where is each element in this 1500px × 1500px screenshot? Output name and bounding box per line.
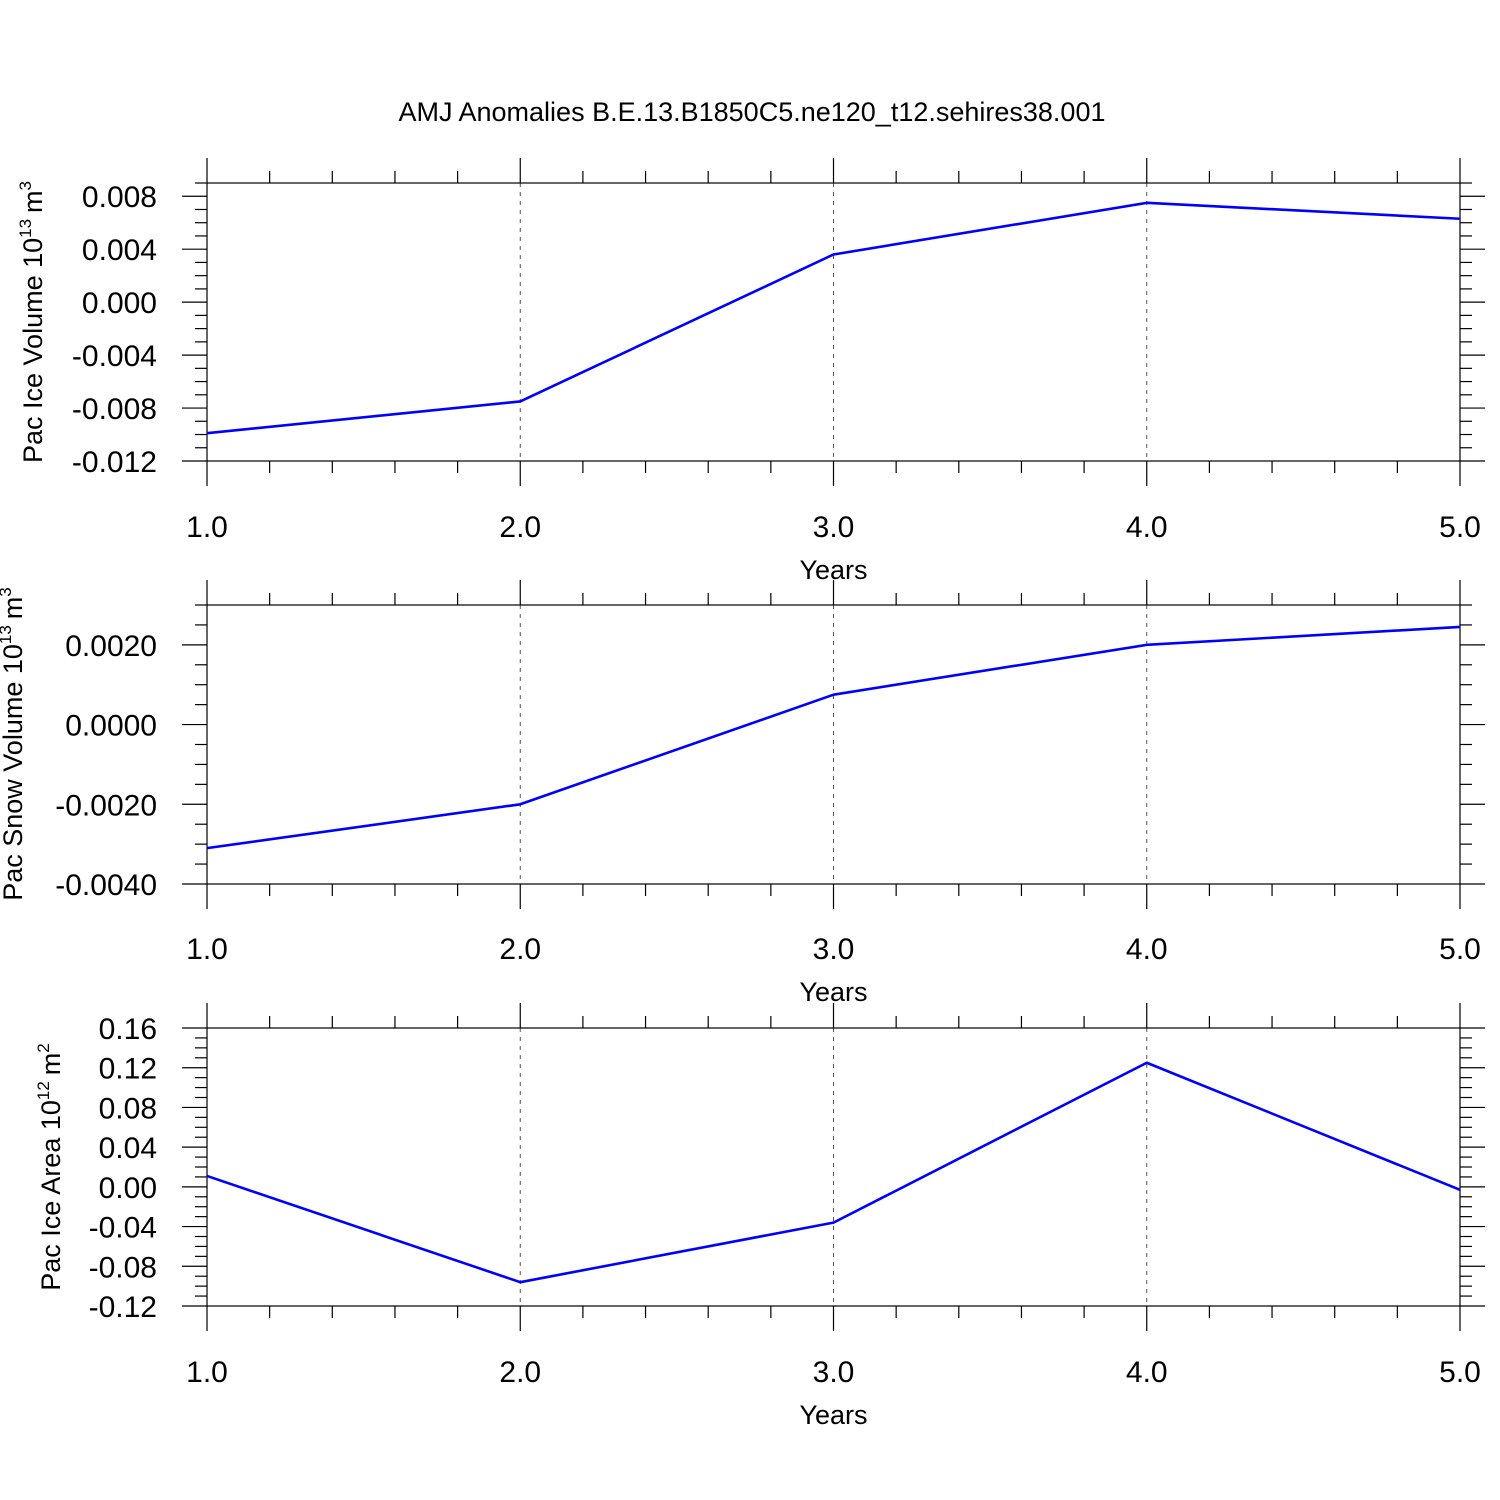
y-tick-label: -0.004 [72,340,157,373]
y-tick-label: 0.008 [82,181,157,214]
series-line [206,1061,1461,1284]
y-tick-label: 0.08 [99,1092,157,1125]
y-axis-title-main: Pac Ice Area 10 [36,1100,66,1291]
x-axis-title: Years [799,977,867,1007]
x-tick-label: 4.0 [1126,511,1168,544]
y-tick-label: 0.000 [82,287,157,320]
x-tick-label: 3.0 [813,933,855,966]
y-axis-title-unit: m [18,190,48,213]
x-tick-label: 2.0 [499,1356,541,1389]
x-tick-label: 2.0 [499,933,541,966]
y-axis-title-main: Pac Ice Volume 10 [18,238,48,463]
x-tick-label: 5.0 [1439,1356,1481,1389]
y-axis-title-unit-exponent: 3 [16,181,35,190]
y-axis-title-unit: m [36,1053,66,1076]
y-tick-label: 0.04 [99,1132,157,1165]
x-tick-label: 1.0 [186,511,228,544]
y-tick-label: -0.0040 [55,869,157,902]
x-tick-label: 2.0 [499,511,541,544]
panel-2: -0.0040 -0.0020 0.0000 0.0020 1.0 2.0 3.0 4.0 5.… [0,580,1485,1007]
x-tick-label: 1.0 [186,1356,228,1389]
y-axis-title-exponent: 13 [16,219,35,238]
y-axis-title: Pac Snow Volume 1013 m3 [0,587,28,901]
y-tick-label: 0.12 [99,1053,157,1086]
x-tick-label: 1.0 [186,933,228,966]
y-tick-label: 0.004 [82,234,157,267]
y-tick-label: -0.08 [89,1251,157,1284]
y-axis-title: Pac Ice Area 1012 m2 [34,1043,66,1291]
y-tick-label: -0.008 [72,393,157,426]
y-axis-title-main: Pac Snow Volume 10 [0,644,28,901]
x-tick-label: 4.0 [1126,1356,1168,1389]
y-tick-label: -0.0020 [55,789,157,822]
y-axis-title-unit-exponent: 3 [0,587,15,596]
x-tick-label: 3.0 [813,1356,855,1389]
y-axis-title-exponent: 13 [0,625,15,644]
x-axis-title: Years [799,1400,867,1430]
panel-3: -0.12 -0.08 -0.04 0.00 0.04 0.08 0.12 0.16 1.0 2.… [34,1003,1485,1430]
series-line [206,201,1461,435]
series-line [206,625,1461,850]
panel-1: -0.012 -0.008 -0.004 0.000 0.004 0.008 1.0 2.0 3… [16,158,1485,585]
panels: -0.012 -0.008 -0.004 0.000 0.004 0.008 1.0 2.0 3… [0,158,1485,1430]
y-axis-title-unit-exponent: 2 [34,1043,53,1052]
y-axis-title-exponent: 12 [34,1081,53,1100]
x-tick-label: 3.0 [813,511,855,544]
y-tick-label: 0.0020 [65,630,157,663]
y-tick-label: 0.0000 [65,710,157,743]
y-tick-label: -0.12 [89,1291,157,1324]
x-tick-label: 4.0 [1126,933,1168,966]
y-axis-title-unit: m [0,597,28,620]
x-tick-label: 5.0 [1439,511,1481,544]
y-tick-label: -0.04 [89,1212,157,1245]
y-tick-label: 0.16 [99,1013,157,1046]
y-tick-label: -0.012 [72,446,157,479]
main-title: AMJ Anomalies B.E.13.B1850C5.ne120_t12.s… [399,97,1106,127]
y-axis-title: Pac Ice Volume 1013 m3 [16,181,48,463]
y-tick-label: 0.00 [99,1172,157,1205]
x-tick-label: 5.0 [1439,933,1481,966]
